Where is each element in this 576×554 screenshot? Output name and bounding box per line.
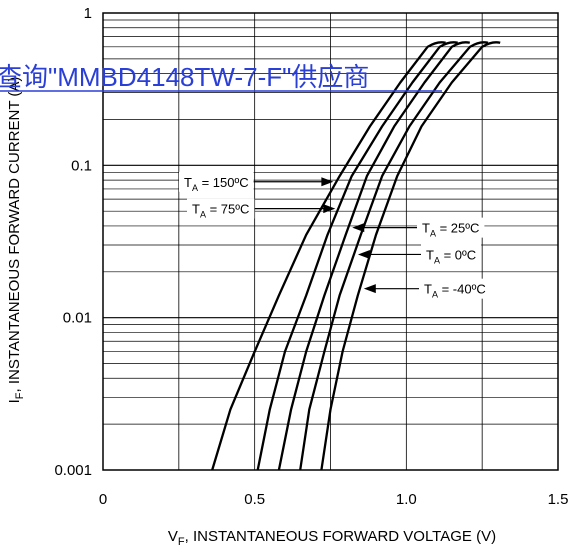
arrowhead-icon (357, 249, 370, 259)
series-line (320, 41, 501, 471)
x-tick-label: 1.5 (548, 491, 569, 508)
series-line (277, 41, 471, 471)
arrowhead-icon (363, 284, 376, 294)
y-tick-label: 0.1 (71, 157, 92, 174)
arrowhead-icon (321, 177, 334, 187)
series-label: TA = 75ºC (192, 202, 249, 220)
series-line (211, 41, 446, 471)
x-tick-label: 0.5 (244, 491, 265, 508)
series-label-box (421, 244, 482, 265)
series-label-box (187, 198, 255, 219)
series-label: TA = 0ºC (426, 247, 476, 265)
y-tick-label: 0.001 (54, 462, 92, 479)
y-axis-title: IF, INSTANTANEOUS FORWARD CURRENT (A) (6, 77, 26, 404)
y-tick-label: 0.01 (63, 310, 92, 327)
arrowhead-icon (352, 223, 365, 233)
series-line (299, 41, 489, 471)
series-label-box (419, 278, 491, 299)
x-axis-title: VF, INSTANTANEOUS FORWARD VOLTAGE (V) (168, 528, 496, 548)
series-label: TA = 150ºC (184, 175, 249, 193)
series-label: TA = -40ºC (424, 282, 486, 300)
tick-labels: 0 0.5 1.0 1.5 1 0.1 0.01 0.001 (54, 5, 568, 508)
series-label-box (179, 171, 254, 192)
x-tick-label: 0 (99, 491, 107, 508)
series-label-box (417, 217, 485, 238)
supplier-query-link[interactable]: 查询"MMBD4148TW-7-F"供应商 (0, 62, 369, 92)
series-line (256, 41, 458, 471)
series-label: TA = 25ºC (422, 221, 479, 239)
x-tick-label: 1.0 (396, 491, 417, 508)
annotations: TA = 150ºC TA = 75ºC TA = 25ºC TA = 0ºC TA =… (179, 171, 491, 300)
plot-frame (102, 12, 559, 471)
curves (211, 41, 501, 471)
y-tick-label: 1 (84, 5, 92, 22)
arrowhead-icon (323, 204, 336, 214)
